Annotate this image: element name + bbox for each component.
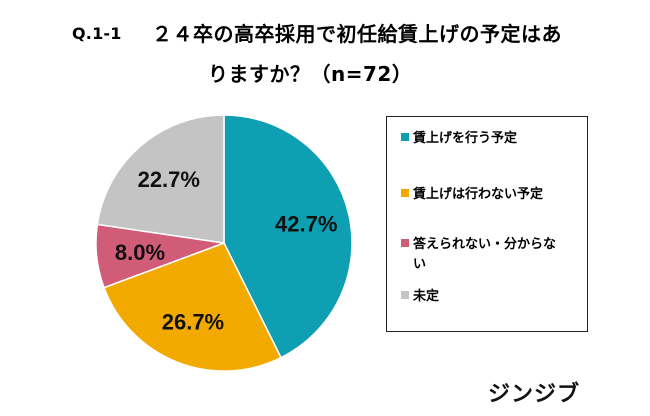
- legend-item-raise: 賃上げを行う予定: [401, 129, 517, 149]
- pie-label-no-raise: 26.7%: [162, 310, 224, 335]
- legend-label-undecided: 未定: [413, 289, 440, 304]
- legend-swatch-unknown: [401, 239, 409, 247]
- legend-label-unknown-line2: い: [413, 257, 427, 272]
- pie-slice-raise: [223, 114, 353, 359]
- legend-item-unknown: 答えられない・分からな い: [401, 235, 556, 275]
- legend: 賃上げを行う予定 賃上げは行わない予定 答えられない・分からな い 未定: [386, 116, 588, 332]
- legend-label-no-raise: 賃上げは行わない予定: [413, 187, 544, 202]
- pie-slice-no-raise: [103, 242, 282, 372]
- legend-swatch-undecided: [401, 291, 409, 299]
- pie-label-unknown: 8.0%: [115, 240, 165, 265]
- pie-slices: [95, 114, 353, 372]
- legend-swatch-no-raise: [401, 189, 409, 197]
- pie-label-undecided: 22.7%: [138, 167, 200, 192]
- question-number: Q.1-1: [72, 24, 122, 43]
- title-line-2: りますか？（n=72）: [208, 62, 413, 86]
- legend-item-undecided: 未定: [401, 287, 439, 307]
- legend-label-raise: 賃上げを行う予定: [413, 131, 518, 146]
- legend-swatch-raise: [401, 133, 409, 141]
- brand-logo-text: ジンジブ: [488, 382, 581, 407]
- pie-labels: 42.7% 26.7% 8.0% 22.7%: [115, 167, 338, 334]
- legend-item-no-raise: 賃上げは行わない予定: [401, 185, 543, 205]
- pie-slice-undecided: [96, 114, 225, 244]
- title-line-1: ２４卒の高卒採用で初任給賃上げの予定はあ: [152, 22, 562, 46]
- chart-title: Q.1-1 ２４卒の高卒採用で初任給賃上げの予定はあ: [0, 18, 650, 52]
- pie-label-raise: 42.7%: [275, 212, 337, 237]
- legend-label-unknown: 答えられない・分からな: [413, 237, 557, 252]
